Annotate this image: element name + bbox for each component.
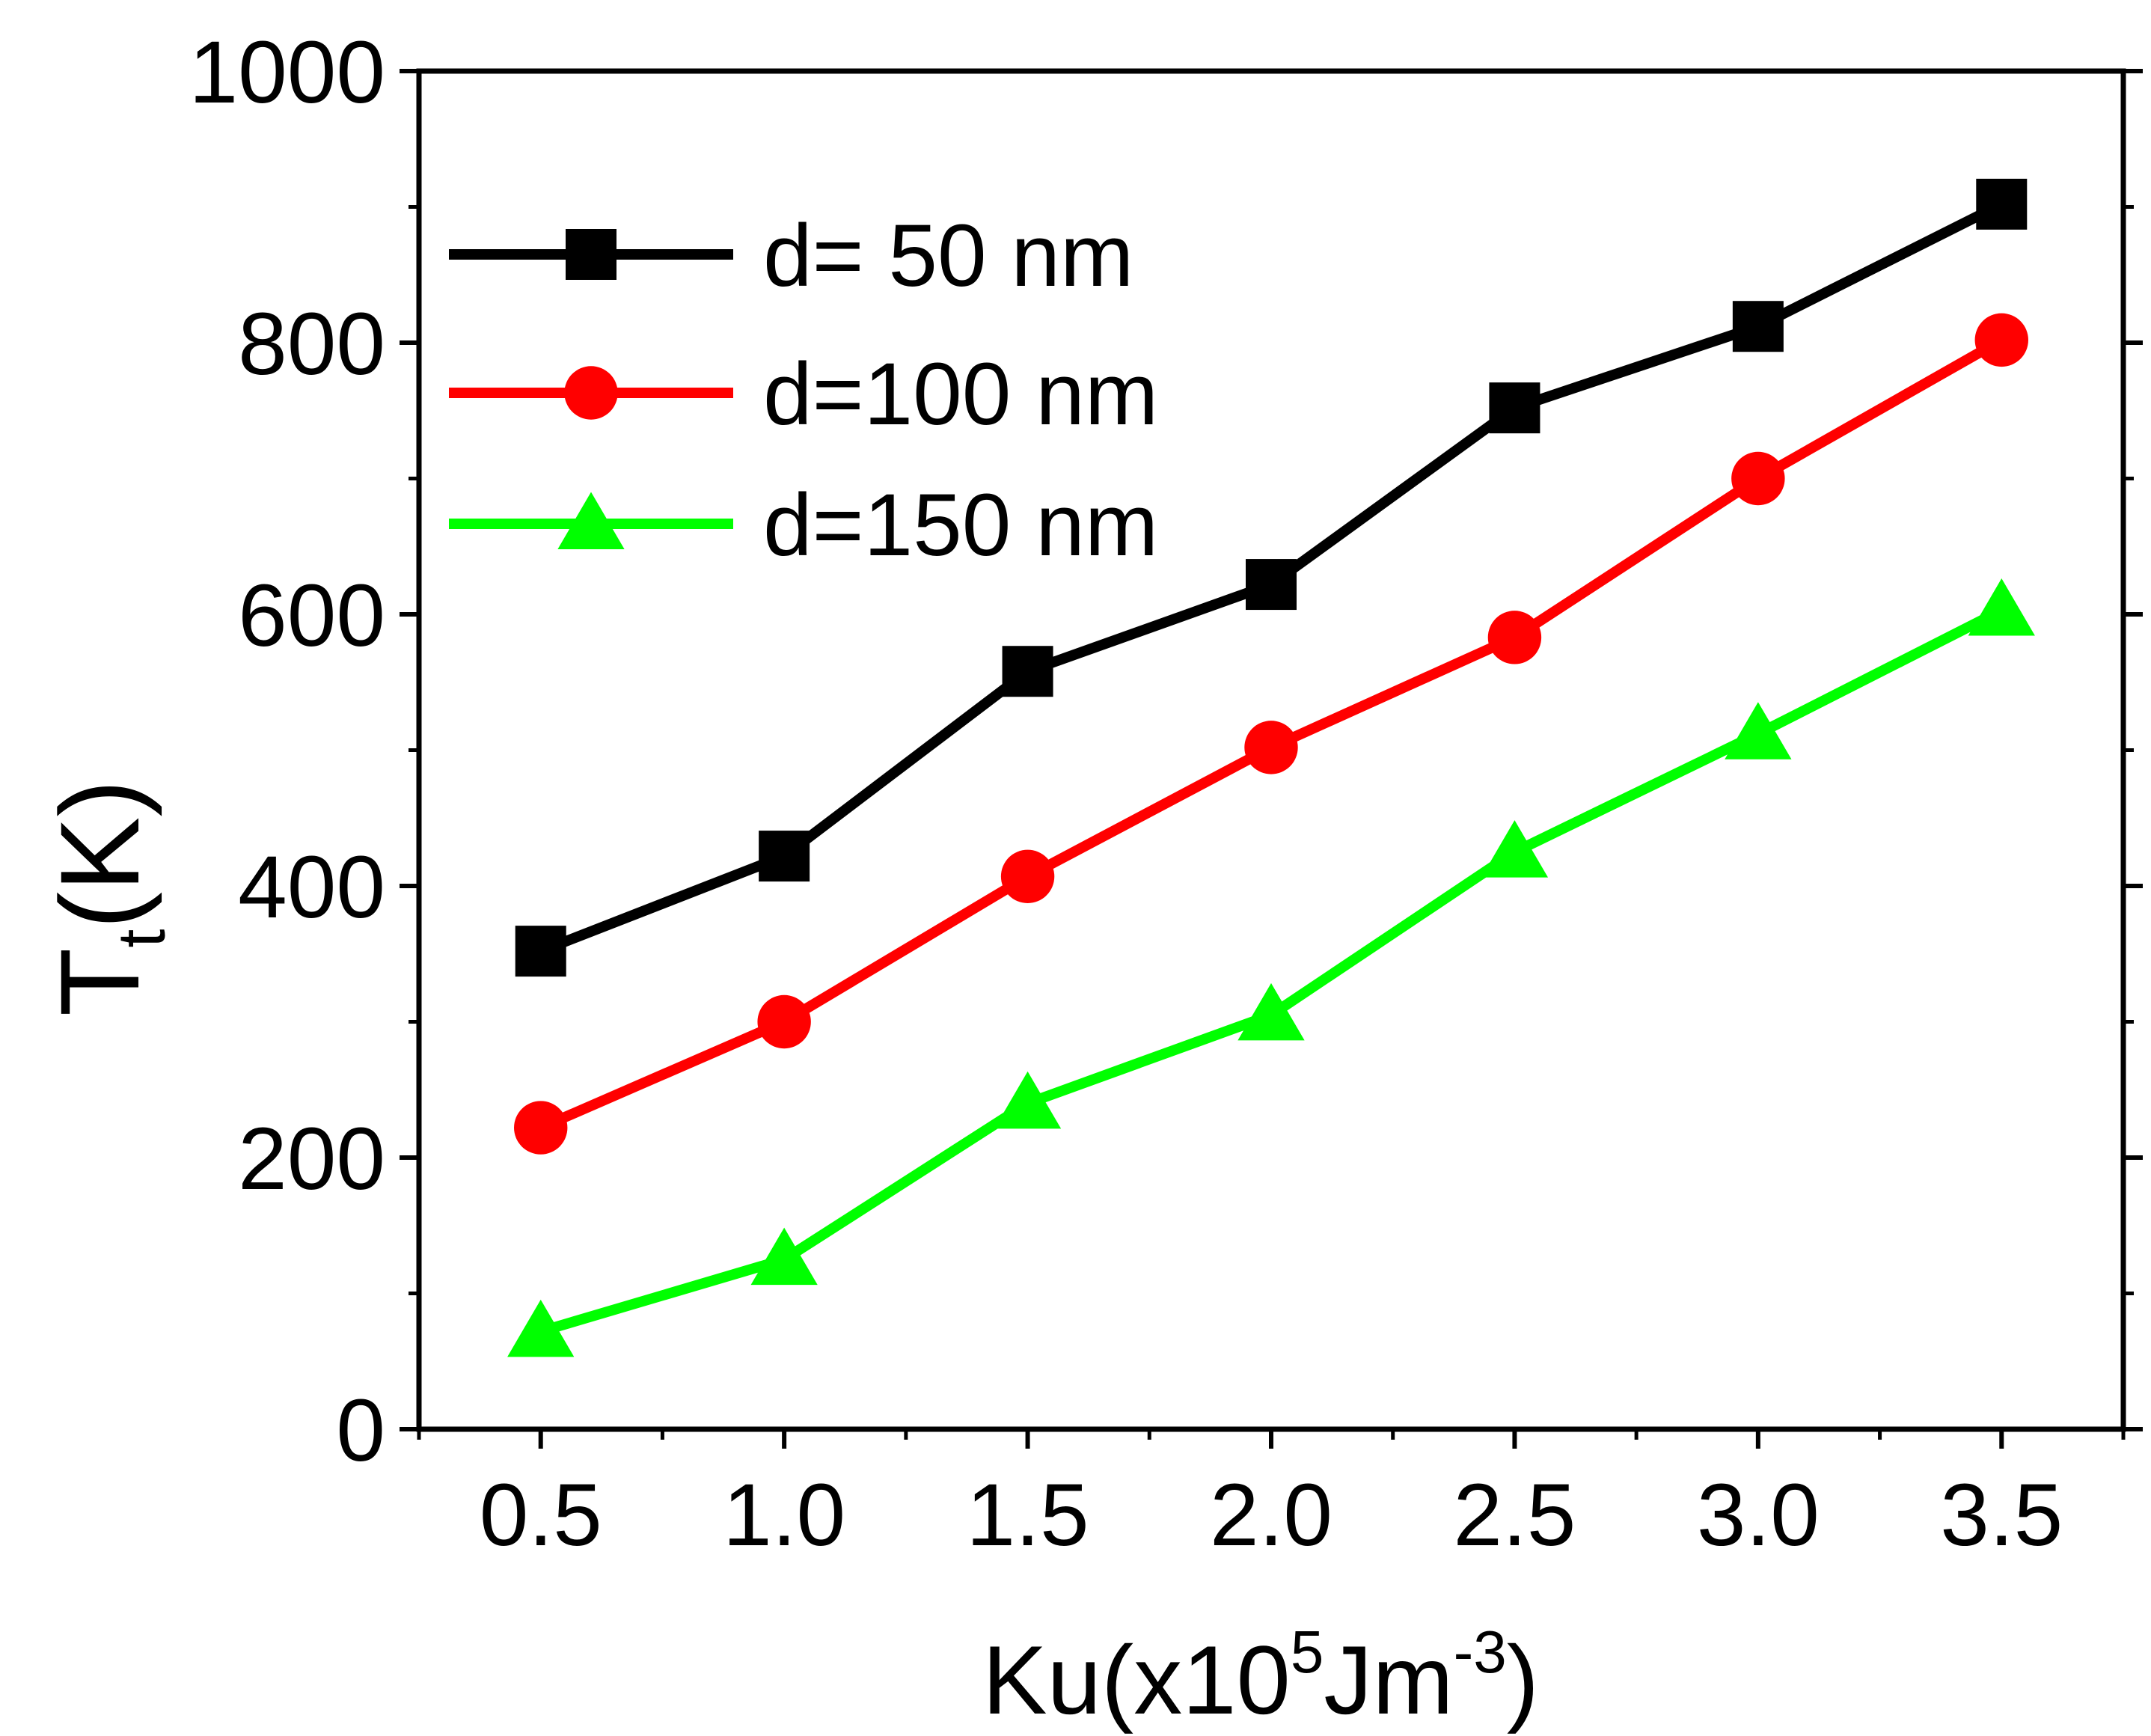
data-point	[514, 1101, 568, 1155]
data-point	[1481, 820, 1549, 878]
legend-marker	[566, 229, 616, 280]
y-tick-label: 400	[238, 838, 385, 937]
series-2	[514, 313, 2028, 1155]
data-point	[507, 1299, 575, 1357]
legend-marker	[564, 366, 618, 420]
y-tick-label: 800	[238, 295, 385, 394]
data-point	[1976, 178, 2028, 230]
y-tick-label: 600	[238, 566, 385, 665]
data-point	[1244, 721, 1298, 774]
x-tick-label: 1.5	[967, 1466, 1089, 1565]
data-point	[1000, 849, 1055, 903]
data-point	[1237, 982, 1305, 1041]
data-point	[1487, 611, 1542, 664]
x-tick-label: 3.5	[1940, 1466, 2063, 1565]
x-tick-label: 0.5	[480, 1466, 602, 1565]
series-1	[515, 178, 2028, 977]
y-tick-label: 200	[238, 1110, 385, 1208]
data-point	[515, 926, 566, 977]
legend-marker	[557, 492, 625, 549]
series-line	[539, 605, 2004, 1337]
data-point	[1002, 646, 1053, 697]
legend-item-1: d= 50 nm	[449, 207, 1133, 305]
legend-item-3: d=150 nm	[449, 476, 1158, 575]
x-tick-label: 2.0	[1210, 1466, 1332, 1565]
data-point	[1725, 702, 1792, 760]
data-point	[750, 1227, 818, 1286]
x-tick-label: 3.0	[1697, 1466, 1820, 1565]
data-point	[1246, 559, 1297, 611]
x-tick-label: 2.5	[1453, 1466, 1576, 1565]
data-point	[1732, 301, 1784, 352]
data-point	[759, 831, 810, 882]
legend-item-2: d=100 nm	[449, 345, 1158, 444]
legend-label: d= 50 nm	[763, 207, 1133, 305]
y-tick-label: 0	[336, 1381, 385, 1480]
data-point	[1731, 451, 1785, 506]
data-point	[757, 994, 811, 1049]
x-axis-title: Ku(x105Jm-3)	[982, 1619, 1539, 1735]
legend-label: d=150 nm	[763, 476, 1158, 575]
y-axis-title: Tt(K)	[37, 780, 180, 1017]
data-point	[1489, 382, 1540, 434]
legend-label: d=100 nm	[763, 345, 1158, 444]
x-tick-label: 1.0	[723, 1466, 845, 1565]
series-3	[507, 578, 2035, 1357]
data-point	[1974, 313, 2028, 367]
data-point	[994, 1071, 1062, 1129]
y-tick-label: 1000	[189, 23, 385, 122]
data-point	[1968, 578, 2035, 636]
